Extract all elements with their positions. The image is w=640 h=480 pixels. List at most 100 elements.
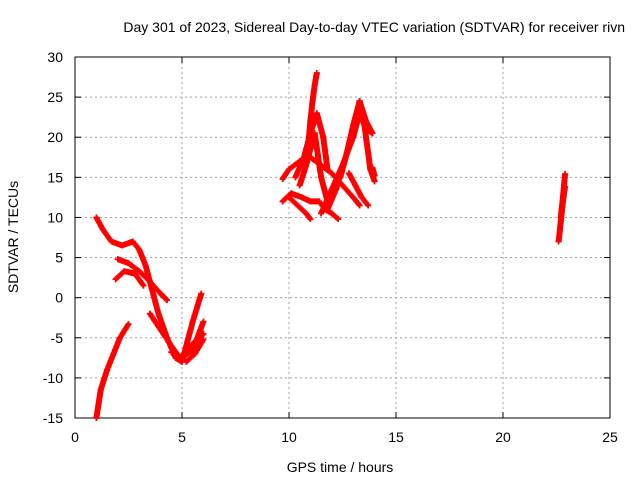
data-point bbox=[305, 142, 312, 149]
x-tick-label: 25 bbox=[602, 429, 618, 445]
series-arc-13 bbox=[305, 70, 320, 149]
y-tick-label: 5 bbox=[55, 250, 63, 266]
grid bbox=[75, 57, 610, 418]
data-point bbox=[179, 354, 185, 361]
data-point bbox=[557, 214, 564, 221]
data-point bbox=[337, 174, 344, 181]
data-point bbox=[345, 170, 352, 177]
series-arc-4 bbox=[112, 268, 147, 289]
y-tick-label: -5 bbox=[51, 330, 64, 346]
data-point bbox=[324, 166, 331, 173]
data-point bbox=[112, 276, 119, 283]
data-point bbox=[363, 118, 370, 125]
series-arc-10 bbox=[286, 194, 314, 223]
data-point bbox=[279, 175, 286, 182]
data-point bbox=[369, 130, 376, 137]
data-point bbox=[318, 174, 325, 181]
data-point bbox=[97, 386, 104, 393]
plot-area-border bbox=[74, 56, 611, 419]
series-trace bbox=[93, 214, 205, 365]
data-point bbox=[200, 336, 207, 343]
data-point bbox=[142, 262, 149, 269]
data-point bbox=[286, 166, 292, 173]
y-axis-label: SDTVAR / TECUs bbox=[5, 181, 21, 293]
y-tick-label: 20 bbox=[47, 129, 63, 145]
data-point bbox=[303, 162, 310, 169]
data-point bbox=[313, 110, 320, 117]
series-arc-3 bbox=[114, 256, 171, 304]
data-point bbox=[320, 134, 327, 141]
data-point bbox=[356, 98, 363, 105]
data-point bbox=[294, 202, 301, 209]
data-point bbox=[350, 194, 357, 201]
y-tick-label: 0 bbox=[55, 290, 63, 306]
data-point bbox=[99, 226, 106, 233]
chart-title: Day 301 of 2023, Sidereal Day-to-day VTE… bbox=[123, 19, 625, 35]
data-point bbox=[136, 268, 143, 275]
data-point bbox=[146, 310, 153, 317]
data-point bbox=[136, 246, 143, 253]
data-point bbox=[119, 242, 126, 249]
data-point bbox=[352, 182, 359, 189]
series-arc-18 bbox=[369, 164, 378, 179]
data-point bbox=[125, 260, 132, 267]
data-point bbox=[129, 238, 136, 245]
data-point bbox=[371, 178, 378, 185]
data-point bbox=[365, 202, 372, 209]
data-point bbox=[358, 194, 365, 201]
data-point bbox=[93, 415, 100, 421]
data-point bbox=[116, 334, 123, 341]
data-point bbox=[298, 194, 305, 201]
data-point bbox=[108, 238, 115, 245]
data-point bbox=[371, 172, 378, 179]
data-point bbox=[168, 349, 175, 356]
data-point bbox=[286, 194, 292, 201]
data-point bbox=[369, 164, 376, 171]
data-point bbox=[104, 366, 111, 373]
data-point bbox=[146, 278, 153, 285]
y-tick-label: -10 bbox=[43, 370, 63, 386]
y-tick-label: 30 bbox=[47, 49, 63, 65]
data-point bbox=[555, 238, 562, 245]
data-point bbox=[356, 202, 363, 209]
data-point bbox=[562, 171, 569, 178]
data-point bbox=[309, 98, 316, 105]
data-point bbox=[114, 256, 121, 263]
data-point bbox=[198, 290, 205, 297]
data-point bbox=[324, 206, 331, 213]
data-point bbox=[333, 186, 340, 193]
series-trace bbox=[93, 321, 132, 421]
x-axis-label: GPS time / hours bbox=[287, 459, 394, 475]
data-point bbox=[93, 214, 100, 221]
series-arc-16 bbox=[337, 98, 376, 181]
series-arc-2 bbox=[93, 214, 205, 365]
data-point bbox=[303, 210, 310, 217]
data-point bbox=[328, 210, 335, 217]
data-point bbox=[110, 350, 117, 357]
data-point bbox=[296, 182, 303, 189]
x-tick-label: 10 bbox=[281, 429, 297, 445]
data-points bbox=[93, 70, 569, 421]
y-tick-label: 25 bbox=[47, 89, 63, 105]
y-tick-label: -15 bbox=[43, 410, 63, 426]
y-tick-label: 10 bbox=[47, 209, 63, 225]
series-arc-20 bbox=[557, 171, 569, 221]
data-point bbox=[311, 130, 318, 137]
data-point bbox=[140, 282, 147, 289]
y-tick-label: 15 bbox=[47, 169, 63, 185]
data-point bbox=[335, 216, 342, 223]
data-point bbox=[343, 150, 350, 157]
series-arc-1 bbox=[93, 321, 132, 421]
data-point bbox=[339, 182, 346, 189]
x-tick-label: 20 bbox=[495, 429, 511, 445]
data-point bbox=[288, 190, 295, 197]
data-point bbox=[189, 318, 196, 325]
data-point bbox=[307, 198, 314, 205]
data-point bbox=[168, 342, 175, 349]
x-tick-label: 5 bbox=[178, 429, 186, 445]
data-point bbox=[313, 70, 320, 77]
data-point bbox=[157, 290, 164, 297]
data-point bbox=[559, 194, 566, 201]
data-point bbox=[350, 122, 357, 129]
